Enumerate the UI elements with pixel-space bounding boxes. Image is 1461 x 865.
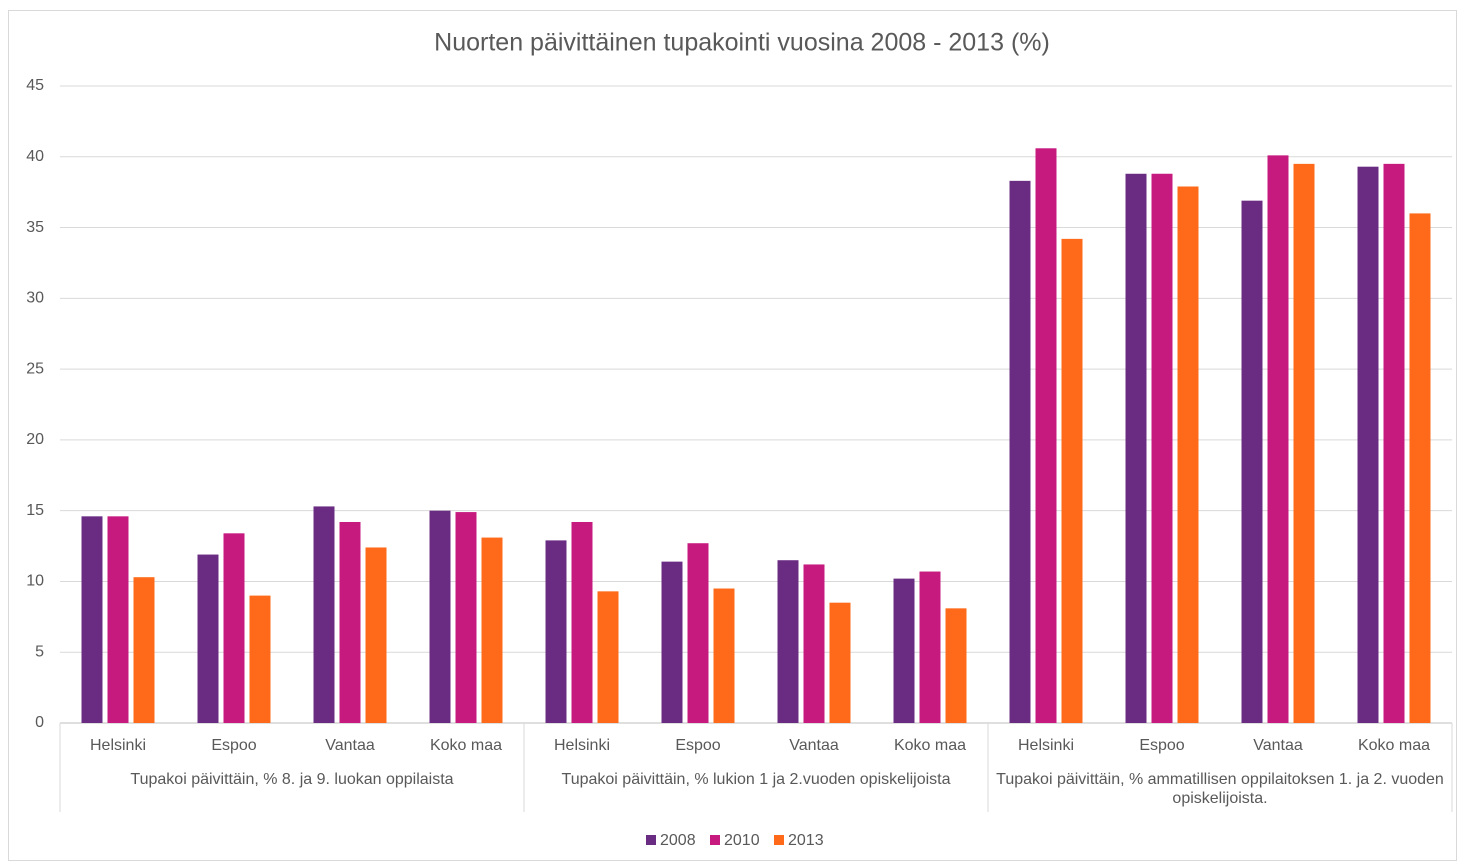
y-tick-label: 0 [35, 714, 44, 731]
group-label-box: Tupakoi päivittäin, % lukion 1 ja 2.vuod… [561, 771, 951, 788]
y-tick-label: 15 [26, 502, 44, 519]
x-tick-label: Vantaa [325, 737, 375, 754]
bar [429, 510, 451, 723]
y-tick-label: 40 [26, 148, 44, 165]
bar [571, 521, 593, 723]
bar [545, 540, 567, 723]
bar [313, 506, 335, 723]
bar [1125, 173, 1147, 723]
legend-label: 2010 [724, 832, 760, 849]
y-tick-label: 10 [26, 573, 44, 590]
bar [829, 602, 851, 723]
x-tick-label: Koko maa [1358, 737, 1430, 754]
bar [1383, 163, 1405, 723]
y-tick-label: 20 [26, 431, 44, 448]
legend-swatch [646, 835, 656, 845]
x-tick-label: Koko maa [894, 737, 966, 754]
bar [1177, 186, 1199, 723]
x-tick-label: Espoo [675, 737, 720, 754]
bar [81, 516, 103, 723]
legend-label: 2013 [788, 832, 824, 849]
x-tick-label: Espoo [1139, 737, 1184, 754]
y-tick-label: 30 [26, 290, 44, 307]
chart-border [8, 10, 1457, 861]
bar [803, 564, 825, 723]
bar [1151, 173, 1173, 723]
bar [365, 547, 387, 723]
bar [1409, 213, 1431, 723]
x-tick-label: Helsinki [554, 737, 610, 754]
bar [1035, 148, 1057, 724]
x-tick-label: Helsinki [1018, 737, 1074, 754]
bar [197, 554, 219, 723]
legend-swatch [774, 835, 784, 845]
group-label-box: Tupakoi päivittäin, % ammatillisen oppil… [996, 771, 1444, 807]
y-tick-label: 5 [35, 643, 44, 660]
y-tick-label: 35 [26, 219, 44, 236]
x-tick-label: Vantaa [1253, 737, 1303, 754]
bar [1357, 166, 1379, 724]
bar [661, 561, 683, 723]
bar [1293, 163, 1315, 723]
bar [133, 577, 155, 723]
x-tick-label: Espoo [211, 737, 256, 754]
bar [1061, 238, 1083, 723]
group-label: Tupakoi päivittäin, % 8. ja 9. luokan op… [130, 771, 454, 788]
bar [713, 588, 735, 723]
bar [1241, 200, 1263, 723]
group-label: Tupakoi päivittäin, % lukion 1 ja 2.vuod… [561, 771, 951, 788]
bar [1267, 155, 1289, 723]
x-tick-label: Vantaa [789, 737, 839, 754]
legend-label: 2008 [660, 832, 696, 849]
bar [597, 591, 619, 723]
x-tick-label: Helsinki [90, 737, 146, 754]
bar [919, 571, 941, 723]
group-label: Tupakoi päivittäin, % ammatillisen oppil… [996, 771, 1444, 807]
bar [687, 543, 709, 723]
y-tick-label: 25 [26, 360, 44, 377]
bar [945, 608, 967, 723]
bar [107, 516, 129, 723]
group-label-box: Tupakoi päivittäin, % 8. ja 9. luokan op… [130, 771, 454, 788]
bar [223, 533, 245, 723]
y-tick-label: 45 [26, 77, 44, 94]
chart-title: Nuorten päivittäinen tupakointi vuosina … [434, 29, 1050, 57]
bar [481, 537, 503, 723]
bar [455, 512, 477, 723]
bar [249, 595, 271, 723]
bar [893, 578, 915, 723]
bar [1009, 180, 1031, 723]
legend-swatch [710, 835, 720, 845]
bar [777, 560, 799, 723]
x-tick-label: Koko maa [430, 737, 502, 754]
bar [339, 521, 361, 723]
